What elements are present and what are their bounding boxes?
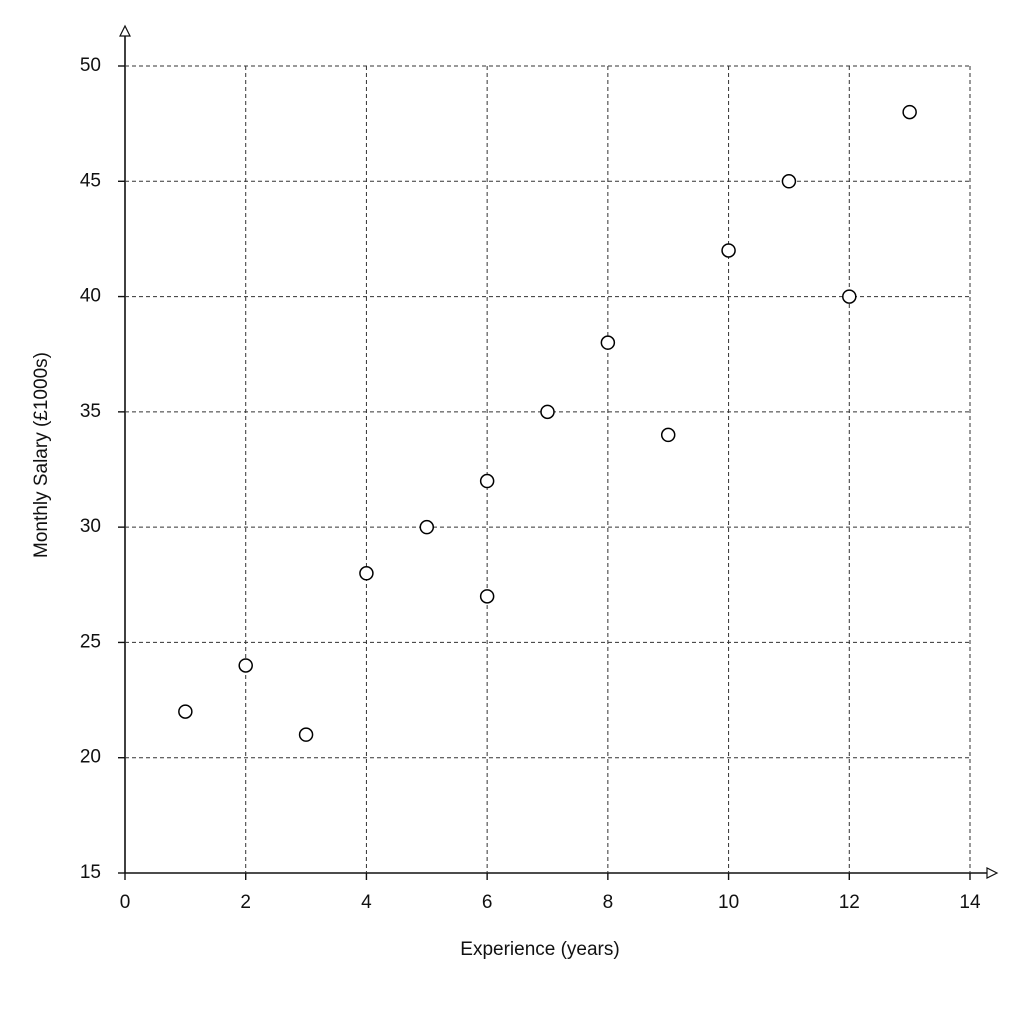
x-tick-label: 6 — [482, 892, 493, 913]
x-tick-label: 4 — [361, 892, 372, 913]
y-tick-label: 30 — [80, 516, 101, 537]
x-tick-label: 12 — [839, 892, 860, 913]
point — [842, 289, 857, 304]
point — [600, 335, 616, 350]
x-tick-label: 2 — [240, 892, 251, 913]
y-tick-label: 50 — [80, 55, 101, 76]
x-tick-label: 0 — [120, 892, 131, 913]
y-tick-label: 45 — [80, 170, 101, 191]
y-tick-label: 20 — [80, 747, 101, 768]
point — [540, 404, 555, 420]
x-tick-label: 8 — [603, 892, 614, 913]
point — [781, 174, 797, 189]
point — [721, 243, 736, 258]
point — [419, 519, 435, 535]
x-tick-label: 14 — [959, 892, 981, 913]
y-axis-arrow — [119, 24, 131, 37]
y-tick-label: 35 — [80, 401, 101, 422]
point — [238, 658, 253, 673]
x-axis-label: Experience (years) — [460, 939, 619, 960]
point — [298, 727, 314, 742]
y-tick-label: 40 — [80, 286, 101, 307]
x-axis-arrow — [986, 867, 999, 879]
point — [479, 589, 495, 604]
point — [479, 473, 495, 489]
y-axis-label: Monthly Salary (£1000s) — [31, 352, 52, 558]
point — [359, 566, 374, 581]
y-tick-label: 15 — [80, 862, 101, 883]
point — [902, 104, 917, 120]
point — [660, 427, 676, 443]
y-tick-label: 25 — [80, 631, 101, 652]
point — [178, 704, 193, 719]
x-tick-label: 10 — [718, 892, 739, 913]
